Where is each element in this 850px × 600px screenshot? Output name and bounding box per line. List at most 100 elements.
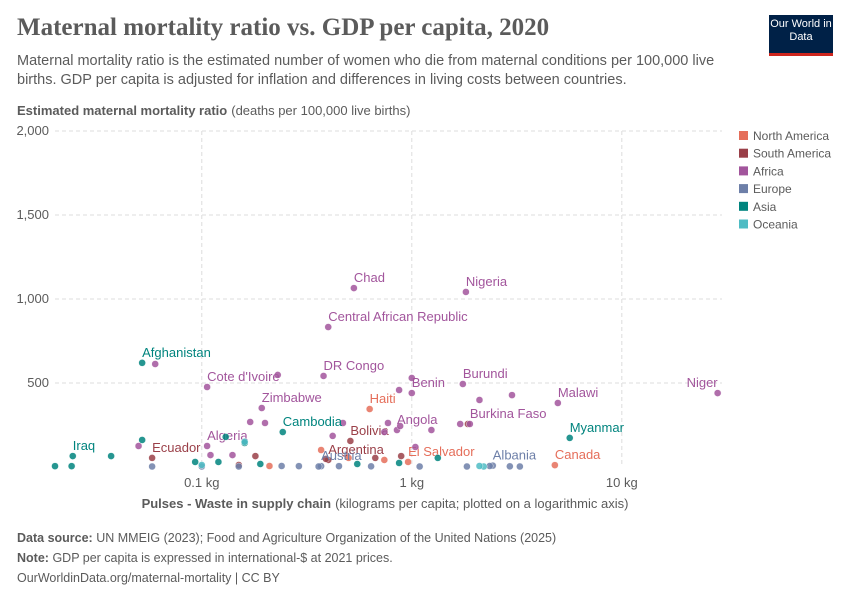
point — [235, 462, 243, 471]
point — [408, 389, 416, 397]
point — [317, 446, 325, 454]
point-label: Angola — [397, 412, 438, 427]
point-label: Canada — [555, 447, 601, 462]
chart-title: Maternal mortality ratio vs. GDP per cap… — [17, 14, 550, 41]
point — [551, 461, 559, 469]
legend-swatch — [739, 131, 748, 140]
point — [148, 454, 156, 462]
chart-subtitle: Maternal mortality ratio is the estimate… — [17, 53, 715, 88]
point — [261, 419, 269, 427]
point — [508, 391, 516, 399]
point — [395, 386, 403, 394]
point — [251, 452, 260, 460]
point — [222, 433, 230, 441]
point — [134, 442, 143, 450]
legend-swatch — [739, 148, 748, 158]
point — [138, 436, 146, 444]
point-label: Burundi — [463, 366, 508, 381]
y-axis-label: Estimated maternal mortality ratio (death… — [17, 103, 410, 118]
point — [353, 460, 361, 468]
point — [475, 396, 484, 404]
point — [277, 462, 286, 470]
x-axis-label: Pulses - Waste in supply chain (kilograms… — [142, 496, 629, 511]
point — [456, 420, 464, 428]
point — [566, 434, 574, 442]
point — [408, 374, 416, 382]
point — [335, 462, 343, 470]
y-label-unit: (deaths per 100,000 live births) — [231, 103, 410, 118]
point — [516, 462, 524, 471]
point — [240, 438, 249, 446]
legend-swatch — [739, 184, 748, 194]
point — [339, 419, 347, 427]
point — [203, 442, 211, 450]
point — [371, 454, 379, 462]
point-label: Cote d'Ivoire — [207, 369, 280, 384]
point — [51, 462, 59, 470]
legend-swatch — [739, 219, 748, 229]
point — [411, 443, 420, 451]
point-label: Albania — [493, 448, 537, 463]
legend-label: Oceania — [753, 218, 798, 232]
point — [350, 284, 358, 292]
point — [265, 462, 274, 470]
point — [344, 454, 353, 462]
point — [462, 288, 470, 296]
point — [295, 462, 303, 470]
point — [365, 405, 374, 413]
point-label: Niger — [687, 375, 719, 390]
point — [138, 359, 146, 367]
legend-label: Europe — [753, 182, 792, 196]
point-label: Haiti — [370, 391, 396, 406]
point — [274, 371, 282, 379]
point — [67, 462, 76, 470]
y-tick-label: 2,000 — [16, 123, 49, 138]
point — [203, 383, 211, 391]
point — [367, 462, 375, 471]
x-tick-label: 10 kg — [606, 475, 638, 490]
point — [214, 458, 223, 466]
legend-swatch — [739, 166, 748, 176]
point-label: Argentina — [328, 442, 384, 457]
point — [415, 462, 424, 471]
legend-label: South America — [753, 147, 831, 161]
point-label: Benin — [412, 375, 445, 390]
point — [384, 419, 392, 427]
point — [554, 399, 562, 407]
point — [380, 428, 389, 436]
point — [506, 462, 514, 471]
logo[interactable]: Our World in Data — [769, 15, 833, 56]
y-tick-label: 500 — [27, 375, 49, 390]
point-label: Nigeria — [466, 274, 508, 289]
point-label: Malawi — [558, 385, 599, 400]
point — [459, 380, 467, 388]
point — [148, 462, 156, 471]
point — [228, 451, 237, 459]
point — [396, 422, 404, 430]
source-label: Data source: — [17, 531, 93, 545]
point — [466, 420, 474, 428]
point — [395, 459, 403, 467]
point-label: Burkina Faso — [470, 406, 547, 421]
point-label: Chad — [354, 270, 385, 285]
note: GDP per capita is expressed in internati… — [52, 551, 393, 565]
point — [475, 462, 484, 470]
legend-label: Asia — [753, 200, 777, 214]
point — [246, 418, 254, 426]
point — [434, 454, 442, 462]
x-label-title: Pulses - Waste in supply chain — [142, 496, 332, 511]
point — [191, 458, 199, 466]
point — [256, 460, 265, 468]
point — [346, 437, 355, 445]
point-label: Afghanistan — [142, 345, 211, 360]
point — [463, 462, 471, 471]
url[interactable]: OurWorldinData.org/maternal-mortality | … — [17, 571, 280, 585]
point — [324, 323, 332, 331]
point-label: Myanmar — [570, 420, 625, 435]
point — [319, 372, 328, 380]
point — [69, 452, 77, 460]
x-label-unit: (kilograms per capita; plotted on a loga… — [335, 496, 628, 511]
point — [258, 404, 266, 412]
